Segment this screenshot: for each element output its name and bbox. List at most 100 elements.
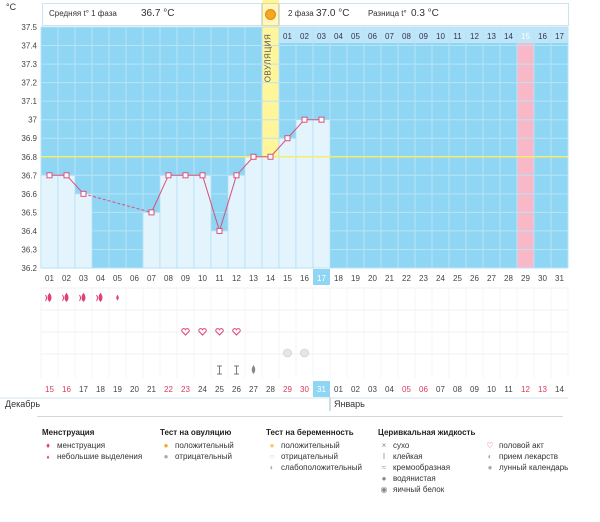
calendar-date: 03	[368, 385, 377, 394]
y-tick-label: 37.5	[21, 23, 37, 32]
phase2-day-label: 12	[470, 32, 479, 41]
test-positive-icon: ●	[269, 441, 275, 450]
temperature-point	[182, 172, 189, 179]
test-weak-icon: ◐	[269, 463, 275, 472]
diff-value: 0.3 °C	[411, 8, 439, 19]
y-tick-label: 37.2	[21, 79, 37, 88]
calendar-date: 10	[487, 385, 496, 394]
phase2-day-label: 16	[538, 32, 547, 41]
heart-icon: ♡	[486, 441, 494, 450]
temperature-point	[63, 172, 70, 179]
legend-item: ● положительный	[266, 440, 362, 451]
y-tick-label: 36.2	[21, 264, 37, 273]
cycle-day-label: 08	[164, 274, 173, 283]
watery-icon	[251, 365, 256, 374]
legend-item: ◐ прием лекарств	[484, 451, 568, 462]
phase2-day-label: 09	[419, 32, 428, 41]
calendar-date: 28	[266, 385, 275, 394]
temperature-point	[46, 172, 53, 179]
calendar-date: 24	[198, 385, 207, 394]
cycle-day-label: 14	[266, 274, 275, 283]
cycle-day-label: 11	[215, 274, 224, 283]
phase2-day-strip	[279, 27, 568, 43]
cycle-day-label: 16	[300, 274, 309, 283]
temperature-point	[216, 227, 223, 234]
legend-item: ♡ половой акт	[484, 440, 568, 451]
phase2-day-label: 02	[300, 32, 309, 41]
egg-white-icon: ◉	[380, 485, 388, 494]
phase2-label: 2 фаза	[288, 9, 314, 18]
month-right: Январь	[334, 399, 365, 409]
cycle-day-label: 15	[283, 274, 292, 283]
cycle-day-label: 17	[317, 274, 326, 283]
phase2-day-label: 11	[453, 32, 462, 41]
heart-icon	[198, 328, 207, 336]
calendar-date: 16	[62, 385, 71, 394]
calendar-date: 11	[504, 385, 513, 394]
calendar-date: 07	[436, 385, 445, 394]
blood-drop-icon	[98, 292, 103, 302]
calendar-date: 08	[453, 385, 462, 394]
temperature-line-segment	[66, 174, 84, 195]
cycle-day-label: 19	[351, 274, 360, 283]
moon-icon	[300, 348, 309, 358]
temperature-bar	[295, 119, 314, 269]
cycle-day-label: 29	[521, 274, 530, 283]
temperature-point	[165, 172, 172, 179]
ovulation-label: ОВУЛЯЦИЯ	[264, 34, 273, 83]
phase2-header: 2 фаза 37.0 °C Разница t° 0.3 °C	[279, 3, 569, 26]
calendar-date: 23	[181, 385, 190, 394]
watery-icon: ●	[381, 474, 387, 483]
y-tick-label: 36.8	[21, 153, 37, 162]
temperature-bar	[57, 175, 76, 269]
calendar-date: 02	[351, 385, 360, 394]
temperature-line-segment	[202, 175, 220, 232]
sun-negative-icon: ●	[163, 452, 169, 461]
cycle-day-label: 23	[419, 274, 428, 283]
sun-icon	[265, 9, 276, 20]
temperature-line-segment	[270, 137, 288, 158]
pill-icon: ◐	[487, 452, 493, 461]
diff-label: Разница t°	[368, 9, 407, 18]
calendar-date: 20	[130, 385, 139, 394]
calendar-date: 09	[470, 385, 479, 394]
blood-drop-icon	[45, 294, 47, 302]
calendar-date: 06	[419, 385, 428, 394]
sun-positive-icon: ●	[163, 441, 169, 450]
cycle-day-label: 24	[436, 274, 445, 283]
blood-drop-icon	[64, 292, 69, 302]
legend-item: ● водянистая	[378, 473, 475, 484]
temperature-line-segment	[219, 175, 237, 232]
temperature-line-segment	[236, 156, 254, 176]
test-negative-icon: ○	[269, 452, 275, 461]
cycle-day-label: 13	[249, 274, 258, 283]
month-left: Декабрь	[5, 399, 41, 409]
temperature-point	[284, 135, 291, 142]
cycle-day-label: 18	[334, 274, 343, 283]
calendar-date: 14	[555, 385, 564, 394]
legend-item: × сухо	[378, 440, 475, 451]
legend-item: ◉ яичный белок	[378, 484, 475, 495]
phase2-day-label: 08	[402, 32, 411, 41]
cycle-day-label: 27	[487, 274, 496, 283]
blood-drop-icon	[47, 292, 52, 302]
y-tick-label: 37.4	[21, 42, 37, 51]
bbt-chart: 37.5 37.4 37.3 37.2 37.1 37 36.9 36.8 36.7 36.6 36…	[0, 0, 569, 411]
legend-other: . ♡половой акт ◐прием лекарств ●лунный к…	[484, 428, 568, 473]
legend-divider	[37, 416, 563, 417]
temperature-line-segment	[83, 193, 152, 213]
legend-title: Менструация	[42, 428, 95, 437]
temperature-line-segment	[151, 175, 169, 213]
calendar-date: 15	[45, 385, 54, 394]
calendar-date: 27	[249, 385, 258, 394]
sticky-icon	[217, 365, 222, 375]
cycle-day-label: 04	[96, 274, 105, 283]
sticky-icon	[234, 365, 239, 375]
temperature-bar	[40, 175, 59, 269]
temperature-bar	[244, 156, 263, 269]
phase2-day-label: 04	[334, 32, 343, 41]
temperature-bar	[312, 119, 331, 269]
y-tick-label: 36.3	[21, 245, 37, 254]
y-tick-label: 37.1	[21, 97, 37, 106]
phase2-day-label: 15	[521, 32, 530, 41]
